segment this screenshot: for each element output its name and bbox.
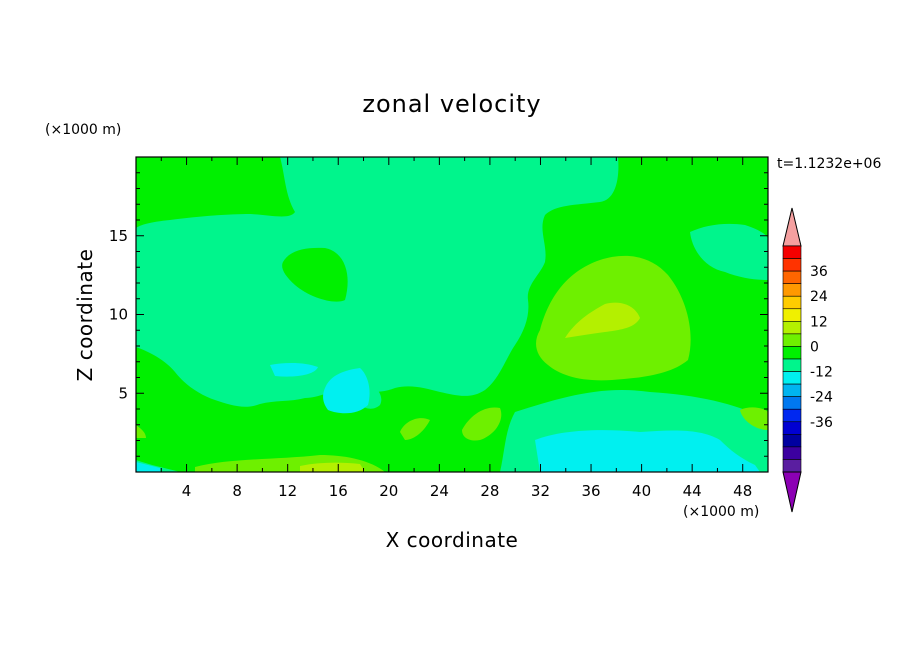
colorbar-segment: [782, 295, 802, 310]
colorbar-tick-label: 24: [810, 289, 828, 305]
y-unit-label: (×1000 m): [45, 122, 121, 138]
chart-title: zonal velocity: [362, 90, 541, 118]
region-background: [136, 157, 768, 472]
colorbar-tick-label: -12: [810, 365, 833, 381]
colorbar-tick-label: 0: [810, 339, 819, 355]
colorbar-segment: [782, 358, 802, 372]
colorbar-segment: [782, 383, 802, 397]
x-tick-label: 40: [632, 482, 651, 500]
colorbar-segment: [782, 421, 802, 435]
colorbar-segment: [782, 346, 802, 360]
x-tick-label: 12: [278, 482, 297, 500]
colorbar-over-triangle: [782, 207, 802, 247]
time-label: t=1.1232e+06: [777, 156, 881, 172]
colorbar-segment: [782, 459, 802, 473]
colorbar-segment: [782, 321, 802, 335]
colorbar-segment: [782, 333, 802, 347]
contour-field: [136, 157, 768, 472]
x-unit-label: (×1000 m): [683, 504, 759, 520]
x-tick-label: 32: [531, 482, 550, 500]
colorbar-segment: [782, 245, 802, 259]
x-tick-label: 36: [581, 482, 600, 500]
colorbar-segment: [782, 446, 802, 460]
x-tick-label: 16: [329, 482, 348, 500]
x-tick-label: 4: [182, 482, 192, 500]
colorbar-segment: [782, 434, 802, 448]
colorbar-tick-label: -36: [810, 415, 833, 431]
colorbar-tick-label: 12: [810, 314, 828, 330]
colorbar-segment: [782, 283, 802, 297]
region-weak-positive-bulge: [282, 247, 348, 302]
colorbar-segment: [782, 396, 802, 410]
x-tick-label: 48: [733, 482, 752, 500]
y-tick-label: 15: [109, 227, 128, 245]
colorbar-segment: [782, 371, 802, 385]
region-positive-maximum: [300, 302, 640, 472]
colorbar-segment: [782, 258, 802, 272]
x-tick-label: 24: [430, 482, 449, 500]
colorbar-tick-label: 36: [810, 264, 828, 280]
y-tick-label: 10: [109, 306, 128, 324]
colorbar-segment: [782, 270, 802, 284]
x-tick-label: 28: [480, 482, 499, 500]
y-axis-label: Z coordinate: [73, 249, 97, 382]
colorbar-segment: [782, 408, 802, 423]
x-tick-label: 20: [379, 482, 398, 500]
x-axis-label: X coordinate: [386, 528, 519, 552]
x-tick-label: 44: [683, 482, 702, 500]
colorbar-under-triangle: [782, 471, 802, 513]
region-negative-pocket: [136, 362, 760, 472]
colorbar-tick-label: -24: [810, 390, 833, 406]
colorbar-segment: [782, 308, 802, 322]
x-tick-label: 8: [232, 482, 242, 500]
colorbar: 36 24 12 0 -12 -24 -36: [782, 207, 833, 513]
y-tick-label: 5: [118, 384, 128, 402]
